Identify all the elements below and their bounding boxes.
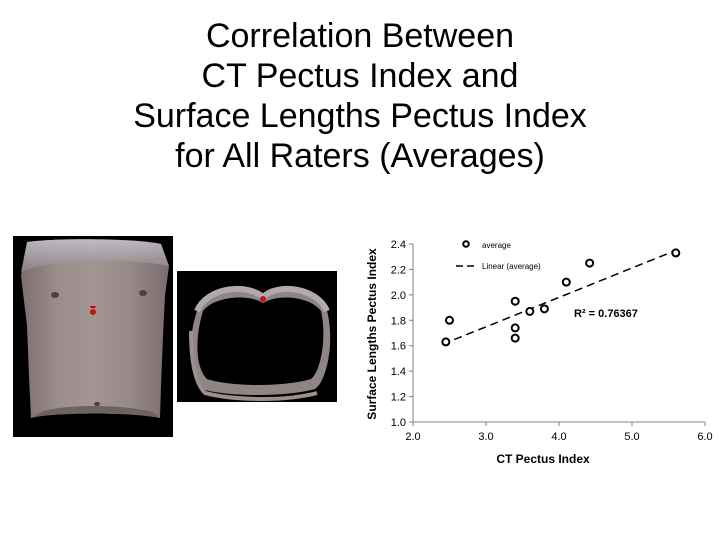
y-axis-label: Surface Lengths Pectus Index xyxy=(365,248,379,420)
y-tick-label: 1.4 xyxy=(391,366,406,378)
torso-axial-image xyxy=(177,271,337,402)
y-tick-label: 1.2 xyxy=(391,392,406,404)
x-tick-label: 5.0 xyxy=(624,431,639,443)
navel xyxy=(94,402,100,406)
chart-svg: 1.01.21.41.61.82.02.22.42.0 3.0 4.0 5.0 6.0 … xyxy=(365,239,713,466)
title-line-2: CT Pectus Index and xyxy=(201,57,519,95)
legend-label-linear: Linear (average) xyxy=(482,262,541,271)
sternum-marker xyxy=(90,309,96,315)
data-point xyxy=(585,258,595,268)
torso-front-illustration xyxy=(21,239,169,418)
data-point xyxy=(441,337,451,347)
right-nipple xyxy=(139,290,147,296)
scatter-chart: 1.0 1.2 1.4 1.6 1.8 2.0 2.2 2.4 2.0 3.0 4.0 5.0 6.0 … xyxy=(358,226,718,474)
y-tick-label: 2.0 xyxy=(391,290,406,302)
torso-axial-illustration xyxy=(189,285,331,401)
y-tick-label: 2.2 xyxy=(391,264,406,276)
chart-trendline-layer xyxy=(441,249,677,346)
chart-axes xyxy=(412,244,705,423)
legend-marker-average xyxy=(462,240,470,248)
data-point xyxy=(510,333,520,343)
title-line-4: for All Raters (Averages) xyxy=(175,137,545,175)
data-point xyxy=(525,306,535,316)
x-tick-label: 6.0 xyxy=(697,431,712,443)
data-point xyxy=(561,277,571,287)
r-squared-annotation: R² = 0.76367 xyxy=(574,308,638,320)
x-tick-label: 3.0 xyxy=(478,431,493,443)
data-point xyxy=(539,304,549,314)
y-tick-label: 2.4 xyxy=(391,239,406,251)
slide-title: Correlation Between CT Pectus Index and … xyxy=(60,16,660,176)
axial-sternum-marker xyxy=(260,296,266,302)
legend-label-average: average xyxy=(482,241,511,250)
torso-front-image xyxy=(13,236,173,437)
data-point xyxy=(510,323,520,333)
x-tick-label: 2.0 xyxy=(405,431,420,443)
title-line-1: Correlation Between xyxy=(205,17,515,55)
data-point xyxy=(671,248,681,258)
chart-ticks: 1.0 1.2 1.4 1.6 1.8 2.0 2.2 2.4 2.0 3.0 4.0 5.0 6.0 xyxy=(391,239,713,443)
y-tick-label: 1.0 xyxy=(391,417,406,429)
title-line-3: Surface Lengths Pectus Index xyxy=(133,97,587,135)
x-axis-label: CT Pectus Index xyxy=(496,452,590,466)
left-nipple xyxy=(51,292,59,298)
data-point xyxy=(510,296,520,306)
chart-legend: average Linear (average) xyxy=(456,240,541,271)
y-tick-label: 1.6 xyxy=(391,341,406,353)
data-point xyxy=(445,315,454,325)
trendline xyxy=(441,249,677,346)
y-tick-label: 1.8 xyxy=(391,315,406,327)
x-tick-label: 4.0 xyxy=(551,431,566,443)
chart-points xyxy=(441,248,681,347)
